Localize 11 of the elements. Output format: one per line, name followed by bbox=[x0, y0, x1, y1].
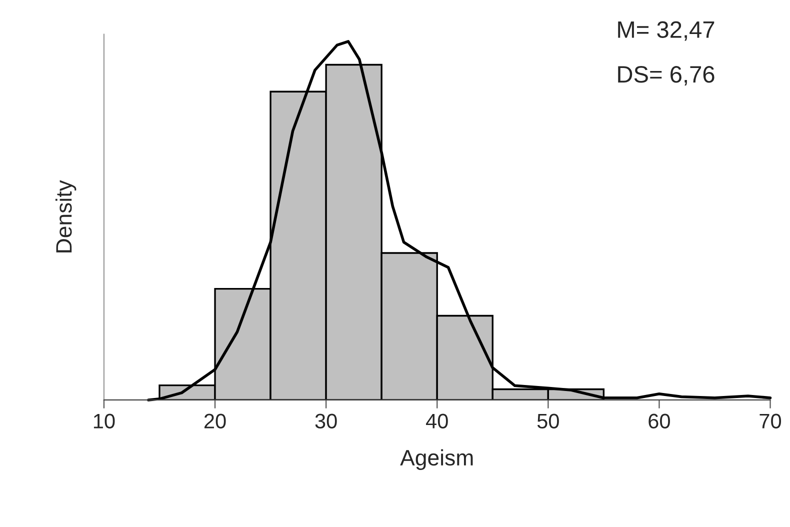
x-tick-label: 40 bbox=[426, 414, 448, 428]
x-axis-title: Ageism bbox=[400, 449, 473, 470]
x-tick-label: 20 bbox=[204, 414, 226, 428]
y-axis-title: Density bbox=[55, 180, 76, 252]
x-tick-label: 30 bbox=[315, 414, 337, 428]
x-tick-label: 60 bbox=[648, 414, 670, 428]
text: M= 32,47 bbox=[618, 21, 714, 41]
annotation: DS= 6,76 bbox=[618, 66, 714, 86]
x-tick-label: 10 bbox=[94, 414, 115, 428]
x-tick-label: 50 bbox=[537, 414, 559, 428]
x-tick-label: 70 bbox=[760, 414, 782, 428]
